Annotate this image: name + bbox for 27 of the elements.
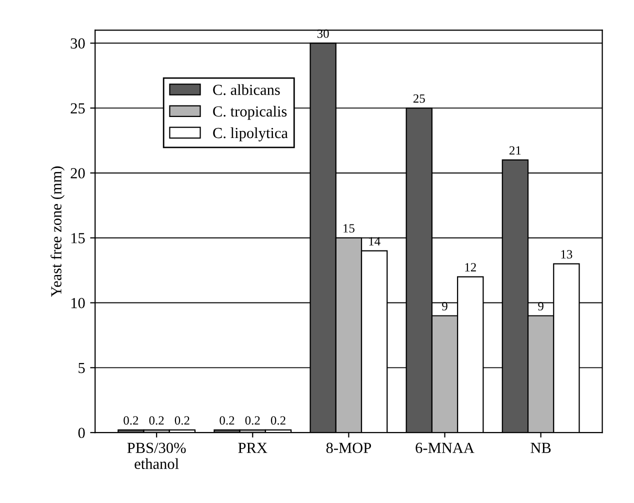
data-label: 13	[561, 250, 572, 259]
y-tick-label: 15	[71, 233, 85, 244]
y-tick-label: 20	[70, 168, 85, 178]
data-label: 21	[510, 146, 521, 155]
y-axis-title: Yeast free zone (mm)	[50, 166, 65, 297]
y-tick-label: 25	[70, 103, 85, 114]
x-tick-label: PBS/30% ethanol	[127, 442, 186, 470]
x-tick-label: 8-MOP	[326, 442, 372, 454]
legend-label: C. lipolytica	[213, 127, 288, 142]
y-tick-label: 10	[71, 298, 85, 308]
legend-label: C. albicans	[213, 84, 280, 96]
legend-label: C. tropicalis	[213, 106, 287, 120]
data-label: 25	[413, 94, 425, 103]
y-tick-label: 0	[78, 428, 85, 438]
data-label: 12	[465, 263, 476, 272]
data-label: 0.2	[270, 416, 286, 425]
data-label: 15	[344, 224, 354, 233]
data-label: 0.2	[124, 416, 138, 425]
data-label: 0.2	[149, 416, 164, 425]
data-label: 0.2	[174, 416, 190, 425]
y-tick-label: 30	[70, 38, 85, 49]
data-label: 0.2	[245, 416, 260, 425]
x-tick-label: PRX	[238, 442, 268, 453]
x-tick-label: NB	[530, 442, 551, 453]
y-tick-label: 5	[78, 362, 85, 374]
x-tick-label: 6-MNAA	[416, 442, 474, 454]
data-label: 0.2	[220, 416, 234, 425]
